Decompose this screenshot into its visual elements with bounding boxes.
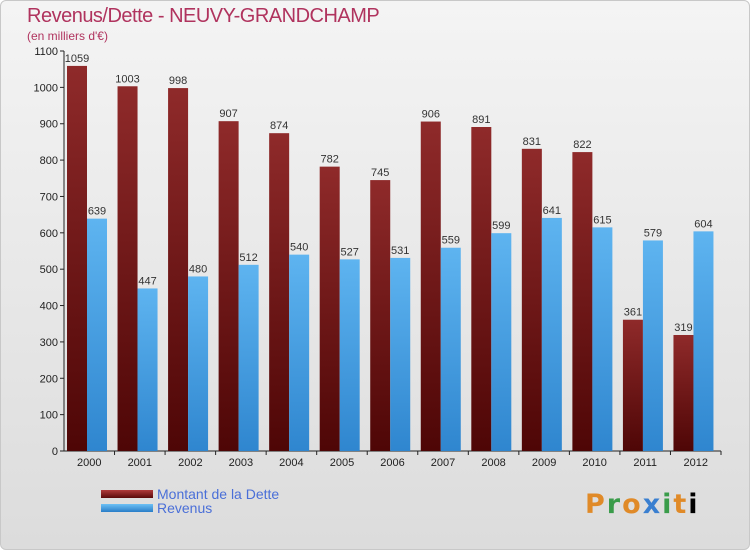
- y-tick-label: 300: [40, 337, 58, 349]
- x-tick-label: 2007: [431, 457, 455, 469]
- value-label-revenue: 540: [290, 242, 308, 254]
- bar-debt: [673, 335, 694, 451]
- y-tick-label: 1000: [34, 82, 58, 94]
- bar-debt: [269, 133, 290, 451]
- x-axis: 2000 2001 2002 2003 2004 2005 2006 2007 2008 2009…: [64, 450, 722, 469]
- value-label-revenue: 447: [138, 275, 156, 287]
- bar-debt: [572, 152, 593, 451]
- y-tick-label: 200: [40, 373, 58, 385]
- bar-revenue: [137, 288, 158, 451]
- value-label-revenue: 579: [644, 227, 662, 239]
- y-tick-label: 500: [40, 264, 58, 276]
- value-label-debt: 907: [219, 108, 237, 120]
- value-labels: 1059 639 1003 447 998 480 907 512 874 540 782 527 74…: [65, 53, 713, 334]
- chart-title: Revenus/Dette - NEUVY-GRANDCHAMP: [27, 5, 380, 27]
- bar-debt: [319, 166, 340, 452]
- bar-revenue: [238, 264, 259, 451]
- chart-subtitle: (en milliers d'€): [27, 29, 108, 43]
- value-label-revenue: 615: [593, 214, 611, 226]
- x-tick-label: 2010: [582, 457, 606, 469]
- bar-revenue: [440, 247, 461, 451]
- x-tick-label: 2004: [279, 457, 303, 469]
- value-label-revenue: 604: [694, 218, 712, 230]
- value-label-debt: 782: [321, 154, 339, 166]
- value-label-revenue: 641: [543, 205, 561, 217]
- bar-debt: [622, 319, 643, 451]
- x-tick-label: 2006: [380, 457, 404, 469]
- value-label-debt: 998: [169, 75, 187, 87]
- value-label-debt: 319: [674, 322, 692, 334]
- y-tick-label: 100: [40, 410, 58, 422]
- x-tick-label: 2008: [481, 457, 505, 469]
- value-label-revenue: 480: [189, 263, 207, 275]
- bar-revenue: [87, 218, 107, 451]
- y-axis: 0 100 200 300 400 500 600 700 800 900 1000 1100: [34, 46, 65, 458]
- value-label-debt: 891: [472, 114, 490, 126]
- proxiti-logo: Proxiti: [585, 489, 700, 520]
- value-label-debt: 745: [371, 167, 389, 179]
- bar-revenue: [188, 276, 209, 451]
- x-tick-label: 2009: [532, 457, 556, 469]
- value-label-revenue: 512: [239, 252, 257, 264]
- legend-swatch-debt: [101, 490, 153, 498]
- bar-debt: [67, 65, 87, 451]
- bars: [67, 65, 714, 452]
- x-tick-label: 2012: [683, 457, 707, 469]
- bar-revenue: [289, 254, 310, 451]
- y-tick-label: 1100: [34, 46, 58, 58]
- bar-revenue: [642, 240, 663, 451]
- value-label-revenue: 559: [442, 235, 460, 247]
- bar-revenue: [491, 233, 512, 451]
- value-label-debt: 822: [573, 139, 591, 151]
- value-label-debt: 874: [270, 120, 288, 132]
- value-label-revenue: 531: [391, 245, 409, 257]
- legend-label-revenue: Revenus: [157, 500, 213, 516]
- value-label-revenue: 527: [341, 246, 359, 258]
- value-label-revenue: 639: [88, 206, 106, 218]
- bar-debt: [521, 148, 542, 451]
- value-label-revenue: 599: [492, 220, 510, 232]
- bar-debt: [117, 86, 138, 451]
- bar-debt: [471, 127, 492, 451]
- value-label-debt: 1003: [115, 73, 139, 85]
- bar-debt: [168, 88, 189, 451]
- bar-revenue: [339, 259, 360, 451]
- x-tick-label: 2000: [77, 457, 101, 469]
- value-label-debt: 831: [523, 136, 541, 148]
- legend-swatch-revenue: [101, 504, 153, 512]
- bar-revenue: [693, 231, 714, 451]
- y-tick-label: 700: [40, 191, 58, 203]
- x-tick-label: 2002: [178, 457, 202, 469]
- bar-revenue: [390, 257, 411, 451]
- bar-revenue: [541, 217, 562, 451]
- x-tick-label: 2003: [229, 457, 253, 469]
- x-tick-label: 2001: [128, 457, 152, 469]
- y-tick-label: 600: [40, 228, 58, 240]
- y-tick-label: 0: [52, 446, 58, 458]
- y-tick-label: 800: [40, 155, 58, 167]
- bar-debt: [370, 180, 391, 451]
- x-tick-label: 2011: [633, 457, 657, 469]
- value-label-debt: 361: [624, 307, 642, 319]
- bar-debt: [420, 121, 441, 451]
- value-label-debt: 906: [422, 109, 440, 121]
- y-tick-label: 900: [40, 119, 58, 131]
- legend-label-debt: Montant de la Dette: [157, 486, 280, 502]
- y-tick-label: 400: [40, 301, 58, 313]
- value-label-debt: 1059: [65, 53, 89, 65]
- bar-debt: [218, 121, 239, 451]
- bar-revenue: [592, 227, 613, 451]
- x-tick-label: 2005: [330, 457, 354, 469]
